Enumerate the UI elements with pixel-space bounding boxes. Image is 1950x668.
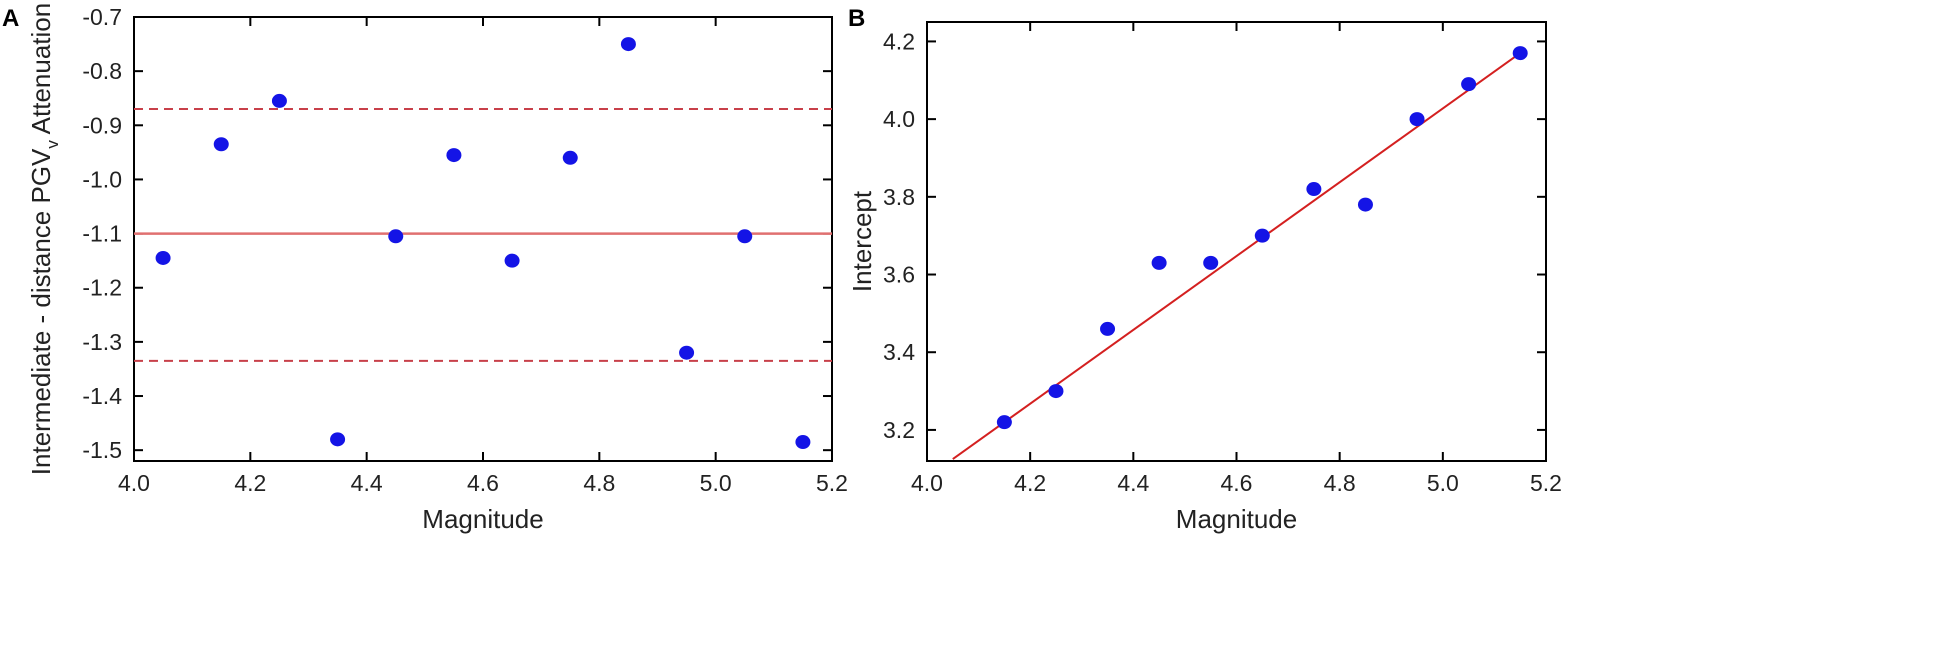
data-point <box>155 250 171 265</box>
y-tick-label: -0.7 <box>82 4 122 30</box>
data-point <box>1461 77 1477 92</box>
x-tick-label: 5.2 <box>1530 470 1562 496</box>
x-axis-title: Magnitude <box>1176 504 1297 534</box>
x-tick-label: 4.4 <box>1117 470 1149 496</box>
data-point <box>1306 182 1322 197</box>
x-tick-label: 4.6 <box>467 470 499 496</box>
data-point <box>504 253 520 268</box>
panel-a: A 4.0 4.2 4.4 4.6 4.8 5.0 5.2 -0.7 -0.8 -0.9 -1.0 -1… <box>2 3 848 534</box>
y-tick-label: -1.0 <box>82 166 122 192</box>
x-tick-label: 4.8 <box>1324 470 1356 496</box>
y-tick-label: 4.0 <box>883 106 915 132</box>
data-point <box>446 148 462 163</box>
data-point <box>737 229 753 244</box>
panel-b: B 4.0 4.2 4.4 4.6 4.8 5.0 5.2 3.2 3.4 3.6 3.8 4.0 4.2… <box>847 5 1562 534</box>
plot-frame <box>926 21 1547 462</box>
y-tick-label: -0.9 <box>82 112 122 138</box>
y-axis-title-main: Intermediate - distance PGV <box>26 148 56 475</box>
data-point <box>1203 255 1219 270</box>
data-point <box>1048 384 1064 399</box>
data-point <box>1151 255 1167 270</box>
data-point <box>1357 197 1373 212</box>
y-axis-title: Intermediate - distance PGVv Attenuation <box>26 3 62 475</box>
data-point <box>620 37 636 52</box>
data-point <box>213 137 229 152</box>
x-tick-label: 5.0 <box>700 470 732 496</box>
data-point <box>1409 112 1425 127</box>
y-tick-label: -0.8 <box>82 58 122 84</box>
y-tick-label: -1.3 <box>82 329 122 355</box>
x-tick-label: 5.2 <box>816 470 848 496</box>
data-point <box>996 415 1012 430</box>
data-point <box>1512 46 1528 61</box>
y-tick-label: -1.2 <box>82 275 122 301</box>
x-tick-label: 4.0 <box>911 470 943 496</box>
y-tick-label: 3.2 <box>883 417 915 443</box>
y-tick-label: 3.6 <box>883 262 915 288</box>
y-tick-label: 3.4 <box>883 339 915 365</box>
data-point <box>562 150 578 165</box>
plot-frame <box>133 16 833 462</box>
x-tick-label: 4.2 <box>234 470 266 496</box>
data-point <box>679 345 695 360</box>
data-point <box>271 93 287 108</box>
y-axis-title-subscript: v <box>43 140 62 149</box>
x-tick-label: 4.6 <box>1221 470 1253 496</box>
y-tick-label: -1.5 <box>82 437 122 463</box>
panel-letter: A <box>2 5 19 32</box>
data-point <box>388 229 404 244</box>
y-axis-title: Intercept <box>847 190 877 292</box>
panel-letter: B <box>848 5 865 32</box>
x-tick-label: 5.0 <box>1427 470 1459 496</box>
y-tick-label: -1.4 <box>82 383 122 409</box>
y-axis-title-end: Attenuation <box>26 3 56 140</box>
y-tick-label: 4.2 <box>883 28 915 54</box>
y-tick-label: -1.1 <box>82 221 122 247</box>
data-point <box>330 432 346 447</box>
data-point <box>795 435 811 450</box>
data-point <box>1100 321 1116 336</box>
data-point <box>1254 228 1270 243</box>
x-tick-label: 4.0 <box>118 470 150 496</box>
x-tick-label: 4.8 <box>583 470 615 496</box>
x-tick-label: 4.4 <box>351 470 383 496</box>
fit-line <box>952 52 1521 460</box>
x-tick-label: 4.2 <box>1014 470 1046 496</box>
y-tick-label: 3.8 <box>883 184 915 210</box>
x-axis-title: Magnitude <box>422 504 543 534</box>
